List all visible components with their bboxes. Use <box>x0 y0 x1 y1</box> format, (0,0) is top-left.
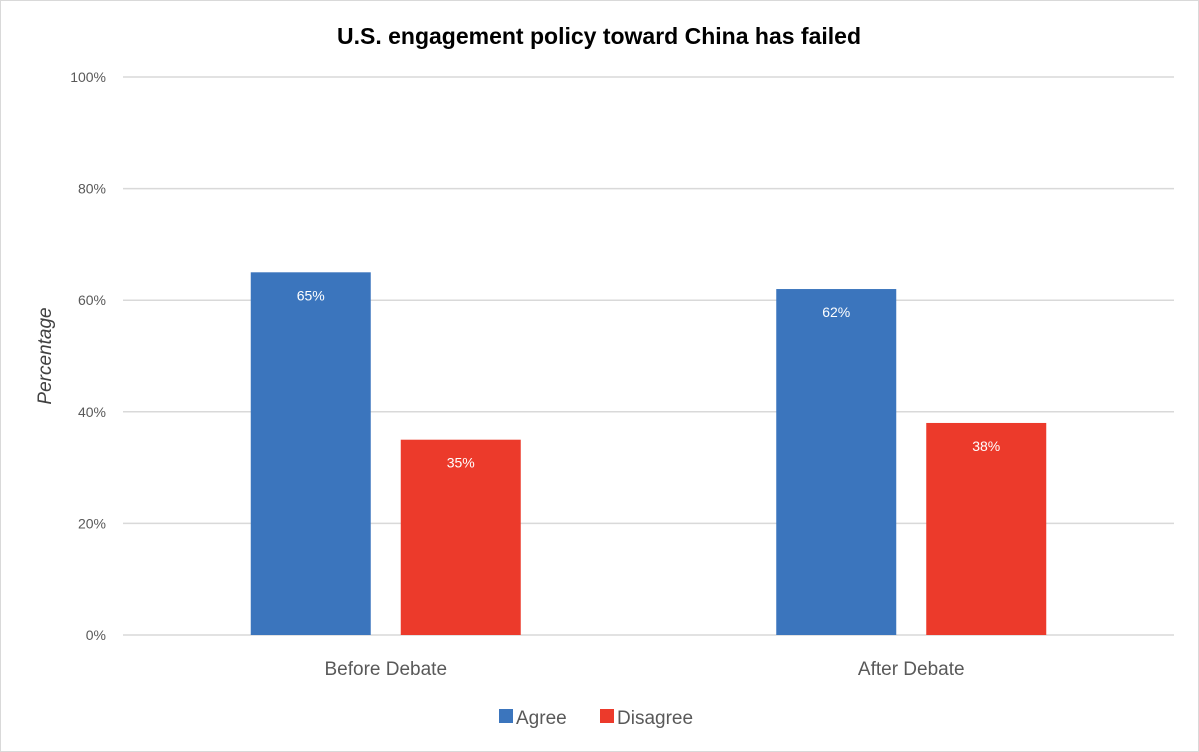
bar-disagree-0 <box>400 439 521 635</box>
y-axis-ticks: 0% 20% 40% 60% 80% 100% <box>70 69 106 643</box>
y-axis-label: Percentage <box>35 307 56 404</box>
legend: Agree Disagree <box>499 708 693 729</box>
data-label: 38% <box>972 438 1000 454</box>
y-tick-label: 40% <box>78 404 106 420</box>
x-axis-categories: Before Debate After Debate <box>324 659 964 680</box>
y-tick-label: 0% <box>86 627 106 643</box>
bar-agree-0 <box>250 272 371 635</box>
y-tick-label: 80% <box>78 181 106 197</box>
legend-label-disagree: Disagree <box>617 708 693 729</box>
bars <box>250 272 1047 635</box>
x-category-label: Before Debate <box>324 659 447 680</box>
data-label: 65% <box>297 287 325 303</box>
legend-swatch-disagree <box>600 709 614 723</box>
data-label: 35% <box>447 455 475 471</box>
legend-label-agree: Agree <box>516 708 567 729</box>
legend-swatch-agree <box>499 709 513 723</box>
bar-disagree-1 <box>926 422 1047 635</box>
chart-title: U.S. engagement policy toward China has … <box>337 23 861 49</box>
y-tick-label: 100% <box>70 69 106 85</box>
data-labels: 65% 35% 62% 38% <box>297 287 1001 470</box>
x-category-label: After Debate <box>858 659 965 680</box>
data-label: 62% <box>822 304 850 320</box>
bar-agree-1 <box>776 289 897 635</box>
y-tick-label: 60% <box>78 292 106 308</box>
y-tick-label: 20% <box>78 515 106 531</box>
